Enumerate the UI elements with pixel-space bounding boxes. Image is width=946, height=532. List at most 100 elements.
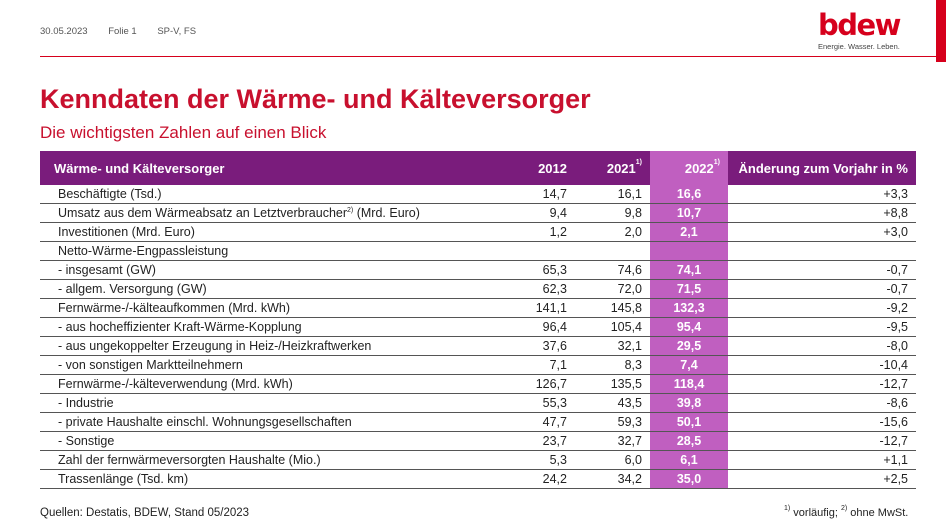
header-2012: 2012 — [498, 151, 575, 185]
value-2012: 24,2 — [498, 469, 575, 489]
row-label: - Sonstige — [40, 431, 498, 451]
row-label: Investitionen (Mrd. Euro) — [40, 222, 498, 242]
value-2021: 135,5 — [575, 374, 650, 394]
table-row: Beschäftigte (Tsd.) 14,7 16,1 16,6 +3,3 — [40, 185, 916, 204]
value-change — [728, 241, 916, 261]
header-category: Wärme- und Kälteversorger — [40, 151, 498, 185]
row-label: Umsatz aus dem Wärmeabsatz an Letztverbr… — [40, 203, 498, 223]
table-row: - insgesamt (GW) 65,3 74,6 74,1 -0,7 — [40, 260, 916, 280]
value-2022 — [650, 241, 728, 261]
value-2012 — [498, 241, 575, 261]
value-change: -8,0 — [728, 336, 916, 356]
value-2021: 74,6 — [575, 260, 650, 280]
value-2022: 74,1 — [650, 260, 728, 280]
data-table: Wärme- und Kälteversorger 2012 20211) 20… — [40, 151, 916, 489]
source-note: Quellen: Destatis, BDEW, Stand 05/2023 — [40, 507, 250, 519]
value-2022: 39,8 — [650, 393, 728, 413]
row-label: - allgem. Versorgung (GW) — [40, 279, 498, 299]
row-label: - private Haushalte einschl. Wohnungsges… — [40, 412, 498, 432]
row-label: Zahl der fernwärmeversorgten Haushalte (… — [40, 450, 498, 470]
header-2022: 20221) — [650, 151, 728, 185]
value-change: +2,5 — [728, 469, 916, 489]
value-2021: 59,3 — [575, 412, 650, 432]
value-2021: 9,8 — [575, 203, 650, 223]
row-label: Fernwärme-/-kälteaufkommen (Mrd. kWh) — [40, 298, 498, 318]
value-2012: 37,6 — [498, 336, 575, 356]
value-2022: 16,6 — [650, 185, 728, 204]
row-label: - aus ungekoppelter Erzeugung in Heiz-/H… — [40, 336, 498, 356]
value-2012: 141,1 — [498, 298, 575, 318]
value-2012: 23,7 — [498, 431, 575, 451]
footnote: 1) vorläufig; 2) ohne MwSt. — [784, 505, 909, 519]
value-2012: 47,7 — [498, 412, 575, 432]
logo-word: bdew — [818, 8, 901, 42]
table-row: - allgem. Versorgung (GW) 62,3 72,0 71,5 -0,… — [40, 279, 916, 299]
value-2021: 8,3 — [575, 355, 650, 375]
value-2021: 34,2 — [575, 469, 650, 489]
value-2022: 28,5 — [650, 431, 728, 451]
table-row: Fernwärme-/-kälteaufkommen (Mrd. kWh) 141… — [40, 298, 916, 318]
table-row: - Sonstige 23,7 32,7 28,5 -12,7 — [40, 431, 916, 451]
header-divider — [40, 56, 946, 57]
table-row: Umsatz aus dem Wärmeabsatz an Letztverbr… — [40, 203, 916, 223]
value-change: +3,3 — [728, 185, 916, 204]
slide-author: SP-V, FS — [157, 26, 197, 37]
value-2021: 43,5 — [575, 393, 650, 413]
row-label: Trassenlänge (Tsd. km) — [40, 469, 498, 489]
value-2021: 2,0 — [575, 222, 650, 242]
value-2021: 72,0 — [575, 279, 650, 299]
value-2022: 118,4 — [650, 374, 728, 394]
value-2021: 16,1 — [575, 185, 650, 204]
value-2021: 6,0 — [575, 450, 650, 470]
value-2012: 7,1 — [498, 355, 575, 375]
value-2022: 29,5 — [650, 336, 728, 356]
value-2021: 105,4 — [575, 317, 650, 337]
value-change: -8,6 — [728, 393, 916, 413]
value-change: +8,8 — [728, 203, 916, 223]
row-label: - aus hocheffizienter Kraft-Wärme-Kopplu… — [40, 317, 498, 337]
value-2012: 14,7 — [498, 185, 575, 204]
table-row: Netto-Wärme-Engpassleistung — [40, 241, 916, 261]
value-2022: 35,0 — [650, 469, 728, 489]
value-2021: 145,8 — [575, 298, 650, 318]
value-2012: 126,7 — [498, 374, 575, 394]
slide-number: Folie 1 — [108, 26, 137, 37]
bdew-logo: bdew Energie. Wasser. Leben. — [818, 10, 918, 51]
table-row: Fernwärme-/-kälteverwendung (Mrd. kWh) 12… — [40, 374, 916, 394]
slide-meta: 30.05.2023 Folie 1 SP-V, FS — [40, 26, 214, 37]
row-label: Beschäftigte (Tsd.) — [40, 185, 498, 204]
value-2022: 95,4 — [650, 317, 728, 337]
row-label: - Industrie — [40, 393, 498, 413]
table-row: - aus hocheffizienter Kraft-Wärme-Kopplu… — [40, 317, 916, 337]
page-subtitle: Die wichtigsten Zahlen auf einen Blick — [40, 123, 327, 142]
table-row: - Industrie 55,3 43,5 39,8 -8,6 — [40, 393, 916, 413]
value-2012: 1,2 — [498, 222, 575, 242]
value-2022: 6,1 — [650, 450, 728, 470]
value-2021: 32,1 — [575, 336, 650, 356]
value-change: -9,2 — [728, 298, 916, 318]
value-2021: 32,7 — [575, 431, 650, 451]
logo-tagline: Energie. Wasser. Leben. — [818, 42, 900, 51]
page-title: Kenndaten der Wärme- und Kälteversorger — [40, 84, 591, 114]
slide-date: 30.05.2023 — [40, 26, 88, 37]
value-change: -0,7 — [728, 279, 916, 299]
table-row: Investitionen (Mrd. Euro) 1,2 2,0 2,1 +3,0 — [40, 222, 916, 242]
value-2012: 9,4 — [498, 203, 575, 223]
value-change: -15,6 — [728, 412, 916, 432]
row-label: - von sonstigen Marktteilnehmern — [40, 355, 498, 375]
value-2012: 62,3 — [498, 279, 575, 299]
header-change: Änderung zum Vorjahr in % — [728, 151, 916, 185]
table-row: Zahl der fernwärmeversorgten Haushalte (… — [40, 450, 916, 470]
table-row: - private Haushalte einschl. Wohnungsges… — [40, 412, 916, 432]
value-2012: 55,3 — [498, 393, 575, 413]
table-row: Trassenlänge (Tsd. km) 24,2 34,2 35,0 +2,5 — [40, 469, 916, 489]
table-row: - von sonstigen Marktteilnehmern 7,1 8,3 7,… — [40, 355, 916, 375]
header-2021: 20211) — [575, 151, 650, 185]
brand-bar — [936, 0, 946, 62]
value-2021 — [575, 241, 650, 261]
value-2012: 65,3 — [498, 260, 575, 280]
value-2022: 71,5 — [650, 279, 728, 299]
value-change: +3,0 — [728, 222, 916, 242]
table-header-row: Wärme- und Kälteversorger 2012 20211) 20… — [40, 151, 916, 185]
value-change: -10,4 — [728, 355, 916, 375]
